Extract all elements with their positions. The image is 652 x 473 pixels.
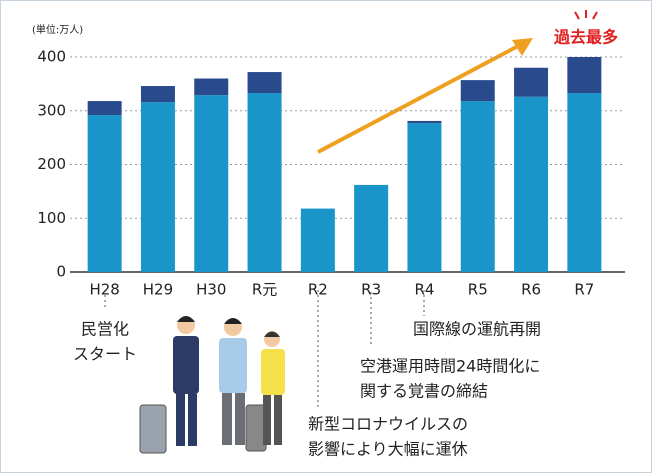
annotation: スタート (73, 345, 137, 364)
bar-segment (141, 86, 175, 102)
y-tick-label: 400 (37, 48, 66, 66)
annotation: 民営化 (81, 320, 129, 339)
bar-segment (567, 57, 601, 93)
x-tick-label: H29 (143, 281, 173, 299)
y-tick-label: 100 (37, 209, 66, 227)
x-tick-label: R5 (468, 281, 488, 299)
x-tick-label: R4 (414, 281, 434, 299)
annotation: 影響により大幅に運休 (308, 440, 468, 459)
annotation: 空港運用時間24時間化に (360, 357, 540, 376)
bar-segment (88, 101, 122, 115)
annotation: 関する覚書の締結 (360, 382, 488, 401)
annotation: 国際線の運航再開 (413, 320, 541, 339)
y-tick-label: 200 (37, 155, 66, 173)
bar-segment (248, 72, 282, 93)
bar-segment (407, 123, 441, 272)
unit-label: (単位:万人) (32, 23, 83, 36)
bar-segment (407, 121, 441, 123)
bar-segment (567, 93, 601, 272)
annotation: 新型コロナウイルスの (308, 415, 468, 434)
chart: (単位:万人) 過去最多 0 100 200 300 400 H28 H29 H30 R元 R2 R… (0, 0, 652, 473)
x-tick-label: R6 (521, 281, 541, 299)
x-tick-label: H28 (89, 281, 119, 299)
y-tick-label: 300 (37, 101, 66, 119)
highlight-label: 過去最多 (553, 28, 618, 47)
bar-segment (141, 102, 175, 272)
bar-segment (461, 101, 495, 272)
bar-segment (461, 80, 495, 101)
bar-segment (194, 79, 228, 96)
bar-segment (194, 95, 228, 272)
bar-segment (514, 97, 548, 272)
x-tick-label: R7 (574, 281, 594, 299)
bar-segment (514, 68, 548, 97)
bar-segment (354, 185, 388, 272)
x-tick-label: R2 (308, 281, 328, 299)
bar-segment (301, 209, 335, 272)
x-tick-label: H30 (196, 281, 226, 299)
bar-segment (88, 115, 122, 272)
bar-segment (248, 93, 282, 272)
y-tick-label: 0 (56, 263, 66, 281)
x-tick-label: R3 (361, 281, 381, 299)
x-tick-label: R元 (252, 281, 277, 299)
